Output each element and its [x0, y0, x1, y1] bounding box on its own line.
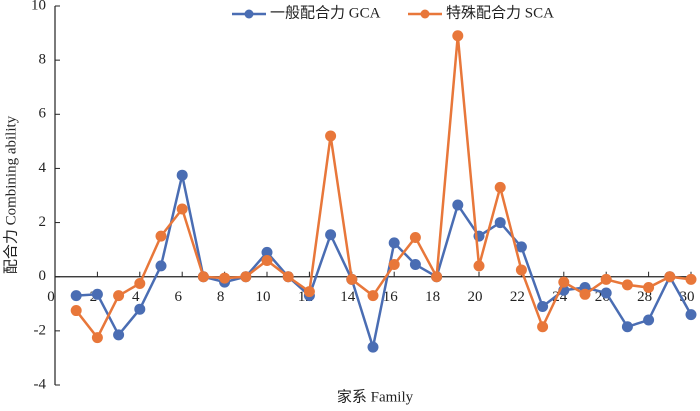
- data-point: [558, 276, 570, 288]
- data-point: [621, 321, 633, 333]
- x-tick-label: 20: [468, 289, 483, 305]
- data-point: [197, 271, 209, 283]
- x-tick-label: 0: [47, 289, 55, 305]
- data-point: [134, 277, 146, 289]
- x-tick-label: 4: [132, 289, 140, 305]
- legend-marker: [244, 9, 254, 19]
- data-point: [240, 271, 252, 283]
- data-point: [303, 286, 315, 298]
- data-point: [643, 314, 655, 326]
- x-tick-label: 22: [510, 289, 525, 305]
- data-point: [219, 272, 231, 284]
- legend-marker: [420, 9, 430, 19]
- data-point: [388, 259, 400, 271]
- series-line: [76, 174, 693, 348]
- data-point: [367, 341, 379, 353]
- data-point: [600, 273, 612, 285]
- data-point: [134, 303, 146, 315]
- x-tick-label: 16: [383, 289, 399, 305]
- y-tick-label: 4: [39, 160, 47, 176]
- y-tick-label: 6: [39, 106, 47, 122]
- data-point: [431, 271, 443, 283]
- data-point: [176, 169, 188, 181]
- x-tick-label: 6: [174, 289, 182, 305]
- data-point: [685, 273, 697, 285]
- data-point: [600, 287, 612, 299]
- data-point: [282, 271, 294, 283]
- data-point: [325, 130, 337, 142]
- data-point: [70, 290, 82, 302]
- data-point: [367, 290, 379, 302]
- y-tick-label: 8: [39, 52, 47, 68]
- data-point: [70, 305, 82, 317]
- data-point: [494, 181, 506, 193]
- x-tick-label: 14: [340, 289, 356, 305]
- y-axis-label: 配合力 Combining ability: [2, 115, 19, 274]
- data-point: [515, 264, 527, 276]
- data-point: [91, 332, 103, 344]
- data-point: [325, 229, 337, 241]
- y-tick-label: -2: [34, 322, 47, 338]
- x-tick-label: 18: [425, 289, 440, 305]
- data-point: [452, 199, 464, 211]
- data-point: [388, 237, 400, 249]
- data-point: [176, 203, 188, 215]
- y-tick-label: 0: [39, 268, 47, 284]
- data-point: [537, 321, 549, 333]
- y-tick-label: 2: [39, 214, 47, 230]
- legend-label: 特殊配合力 SCA: [446, 4, 554, 21]
- data-point: [155, 260, 167, 272]
- legend-label: 一般配合力 GCA: [270, 4, 381, 21]
- data-point: [346, 273, 358, 285]
- data-point: [261, 246, 273, 258]
- data-point: [452, 30, 464, 42]
- data-point: [261, 254, 273, 266]
- data-point: [621, 279, 633, 291]
- data-point: [91, 288, 103, 300]
- x-tick-label: 28: [637, 289, 652, 305]
- y-tick-label: -4: [34, 376, 47, 392]
- data-point: [494, 217, 506, 229]
- data-point: [537, 300, 549, 312]
- x-tick-label: 10: [256, 289, 271, 305]
- data-point: [155, 230, 167, 242]
- data-point: [113, 329, 125, 341]
- y-tick-label: 10: [31, 0, 46, 13]
- data-point: [473, 260, 485, 272]
- data-point: [685, 309, 697, 321]
- data-point: [579, 288, 591, 300]
- data-point: [409, 259, 421, 271]
- data-point: [643, 282, 655, 294]
- x-tick-label: 8: [217, 289, 225, 305]
- data-point: [113, 290, 125, 302]
- data-point: [515, 241, 527, 253]
- x-axis-label: 家系 Family: [337, 388, 414, 405]
- data-point: [409, 231, 421, 243]
- data-point: [664, 271, 676, 283]
